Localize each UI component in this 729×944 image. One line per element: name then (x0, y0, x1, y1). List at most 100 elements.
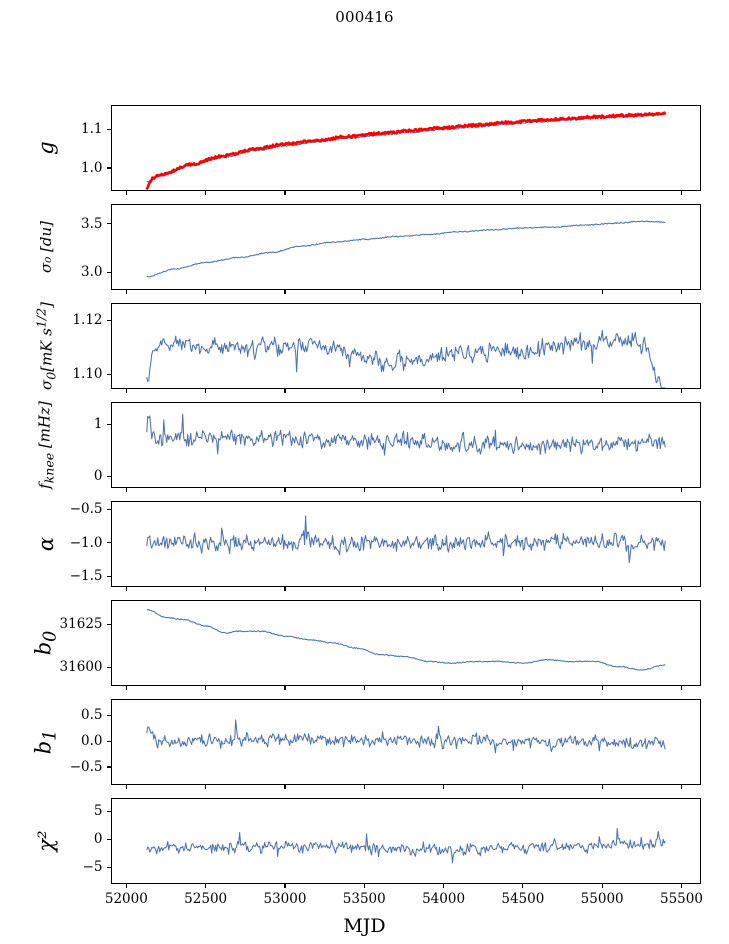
x-tick-mark-sigma0-mk-1 (205, 389, 207, 393)
x-tick-mark-fknee-3 (363, 488, 365, 492)
x-tick-label-4: 54000 (422, 891, 466, 907)
x-tick-mark-b1-7 (680, 785, 683, 789)
x-tick-mark-b0-2 (284, 686, 286, 690)
x-tick-mark-sigma0-mk-7 (680, 389, 683, 393)
y-tick-mark-fknee-0 (106, 475, 111, 478)
x-tick-mark-chi2-0 (125, 884, 127, 888)
plot-panel-b0 (110, 600, 701, 686)
x-tick-mark-sigma0-mk-5 (522, 389, 524, 393)
x-tick-mark-b0-3 (363, 686, 365, 690)
x-tick-mark-sigma0-du-0 (125, 290, 127, 294)
x-tick-mark-gain-3 (363, 191, 365, 195)
x-tick-mark-b0-0 (125, 686, 127, 690)
x-tick-label-6: 55000 (580, 891, 624, 907)
x-tick-label-1: 52500 (184, 891, 228, 907)
y-tick-label-gain-1: 1.1 (81, 121, 103, 138)
series-chi2-series (146, 829, 664, 863)
x-tick-mark-b1-2 (284, 785, 286, 789)
y-tick-label-chi2-2: 5 (93, 803, 103, 820)
series-gain-model (146, 113, 664, 190)
x-tick-mark-b1-3 (363, 785, 365, 789)
y-tick-mark-fknee-1 (106, 423, 111, 425)
x-tick-mark-b0-4 (442, 686, 445, 690)
y-tick-mark-sigma0-du-1 (106, 223, 111, 225)
x-axis-label: MJD (343, 915, 386, 937)
x-tick-mark-b1-0 (125, 785, 127, 789)
x-tick-mark-sigma0-mk-4 (442, 389, 445, 393)
x-tick-mark-b1-1 (205, 785, 207, 789)
figure-title: 000416 (335, 8, 394, 26)
y-tick-label-b0-1: 31625 (59, 616, 103, 633)
y-axis-label-fknee: fknee [mHz] (35, 401, 57, 489)
series-canvas-chi2 (112, 799, 700, 883)
series-alpha-series (146, 516, 664, 563)
series-b0-series (146, 610, 664, 671)
y-tick-label-sigma0-mk-1: 1.12 (72, 312, 103, 329)
series-canvas-alpha (112, 502, 700, 586)
y-tick-mark-alpha-2 (106, 575, 111, 577)
x-tick-mark-alpha-1 (205, 587, 207, 591)
x-tick-mark-sigma0-du-6 (601, 290, 603, 294)
series-canvas-sigma0-du (112, 205, 700, 289)
x-tick-mark-alpha-7 (680, 587, 683, 591)
x-tick-mark-alpha-4 (442, 587, 445, 591)
x-tick-mark-fknee-6 (601, 488, 603, 492)
y-axis-label-b0: b0 (31, 630, 61, 656)
y-tick-label-b1-2: 0.5 (81, 707, 103, 724)
x-tick-mark-fknee-7 (680, 488, 683, 492)
y-tick-label-alpha-1: −1.0 (69, 534, 103, 551)
x-tick-mark-b0-1 (205, 686, 207, 690)
x-tick-mark-chi2-2 (284, 884, 286, 888)
series-b1-series (146, 720, 664, 753)
plot-panel-sigma0-mk (110, 303, 701, 389)
y-tick-mark-sigma0-du-0 (106, 271, 111, 274)
y-tick-mark-chi2-1 (106, 838, 111, 840)
x-tick-mark-gain-2 (284, 191, 286, 195)
y-tick-mark-b0-0 (106, 666, 111, 668)
y-tick-label-fknee-0: 0 (93, 468, 103, 485)
y-tick-label-b1-0: −0.5 (69, 758, 103, 775)
x-tick-mark-sigma0-mk-3 (363, 389, 365, 393)
y-tick-mark-b1-1 (106, 740, 111, 742)
x-tick-mark-b1-6 (601, 785, 603, 789)
series-canvas-b0 (112, 601, 700, 685)
y-tick-label-sigma0-mk-0: 1.10 (72, 366, 103, 383)
x-tick-label-2: 53000 (263, 891, 307, 907)
x-tick-mark-sigma0-du-2 (284, 290, 286, 294)
x-tick-mark-sigma0-du-5 (522, 290, 524, 294)
x-tick-mark-alpha-2 (284, 587, 286, 591)
x-tick-mark-alpha-0 (125, 587, 127, 591)
x-tick-mark-chi2-3 (363, 884, 365, 888)
y-tick-label-b1-1: 0.0 (81, 733, 103, 750)
x-tick-mark-alpha-6 (601, 587, 603, 591)
x-tick-label-3: 53500 (342, 891, 386, 907)
x-tick-mark-b0-5 (522, 686, 524, 690)
y-tick-label-gain-0: 1.0 (81, 159, 103, 176)
x-tick-mark-chi2-5 (522, 884, 524, 888)
plot-panel-alpha (110, 501, 701, 587)
x-tick-label-0: 52000 (104, 891, 148, 907)
x-tick-mark-chi2-4 (442, 884, 445, 888)
x-tick-mark-chi2-1 (205, 884, 207, 888)
x-tick-mark-b1-5 (522, 785, 524, 789)
series-canvas-fknee (112, 403, 700, 487)
x-tick-mark-gain-6 (601, 191, 603, 195)
series-sigma0-du-series (146, 221, 664, 277)
x-tick-label-7: 55500 (659, 891, 703, 907)
y-tick-mark-b0-1 (106, 623, 111, 625)
x-tick-mark-sigma0-du-1 (205, 290, 207, 294)
y-tick-mark-alpha-0 (106, 508, 111, 510)
y-tick-label-sigma0-du-0: 3.0 (81, 264, 103, 281)
y-tick-mark-sigma0-mk-1 (106, 319, 111, 322)
series-gain-estimate (146, 114, 664, 182)
x-tick-mark-chi2-6 (601, 884, 603, 888)
series-canvas-b1 (112, 700, 700, 784)
series-fknee-series (146, 414, 664, 455)
x-tick-mark-sigma0-mk-2 (284, 389, 286, 393)
x-tick-mark-alpha-3 (363, 587, 365, 591)
y-axis-label-b1: b1 (31, 729, 61, 755)
x-tick-mark-sigma0-mk-0 (125, 389, 127, 393)
x-tick-mark-gain-7 (680, 191, 683, 195)
y-tick-label-alpha-2: −1.5 (69, 568, 103, 585)
